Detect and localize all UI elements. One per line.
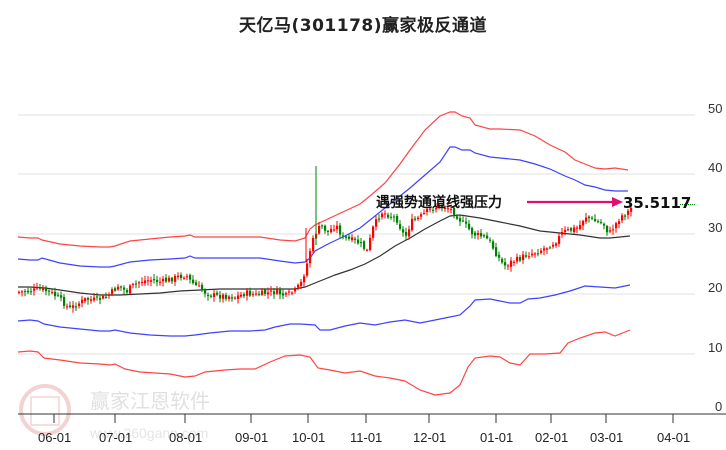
x-tick-08-01: 08-01 [169,430,202,445]
x-tick-03-01: 03-01 [590,430,623,445]
x-axis: 06-01 07-01 08-01 09-01 10-01 11-01 12-0… [18,413,726,445]
x-tick-11-01: 11-01 [350,430,382,445]
arrow-head-icon [612,197,623,207]
svg-text:50: 50 [708,101,722,116]
watermark-logo-icon [19,384,71,436]
candlesticks [18,166,633,313]
x-tick-02-01: 02-01 [535,430,568,445]
outer-upper-band [17,111,629,248]
inner-upper-band [17,146,628,268]
chart-title: 天亿马(301178)赢家极反通道 [238,16,487,36]
y-axis: 50 40 30 20 10 0 [708,101,722,414]
grid-lines [18,114,695,355]
x-tick-10-01: 10-01 [292,430,325,445]
watermark-url: www.360gann.com [89,425,208,441]
x-tick-12-01: 12-01 [413,430,446,445]
svg-text:40: 40 [708,160,722,175]
x-tick-09-01: 09-01 [235,430,268,445]
svg-text:30: 30 [708,220,722,235]
x-tick-04-01: 04-01 [657,430,690,445]
inner-lower-band [17,284,631,337]
svg-text:20: 20 [708,280,722,295]
annotation-value: 35.5117 [623,194,691,212]
x-tick-01-01: 01-01 [480,430,513,445]
outer-lower-band [17,329,631,396]
svg-text:0: 0 [715,399,722,414]
watermark: 赢家江恩软件 www.360gann.com [19,384,210,441]
watermark-name: 赢家江恩软件 [90,389,210,413]
x-tick-07-01: 07-01 [99,430,132,445]
x-tick-06-01: 06-01 [38,430,71,445]
moving-average-line [18,214,631,296]
annotation-label: 遇强势通道线强压力 [376,194,502,211]
svg-text:10: 10 [708,340,722,355]
